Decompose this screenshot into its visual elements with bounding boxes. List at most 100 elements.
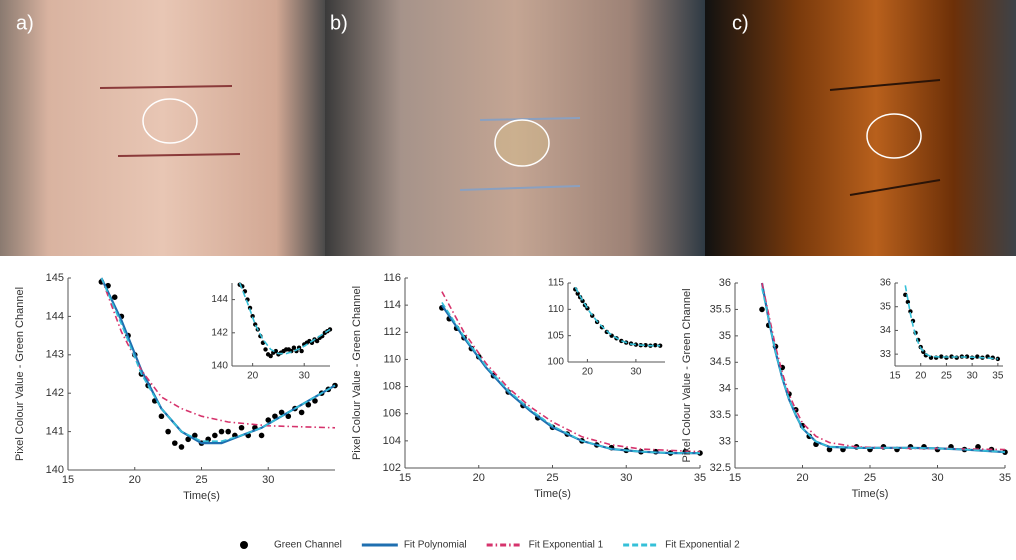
photo-c: [705, 0, 1016, 256]
legend-marker: [240, 541, 248, 549]
y-tick-label: 34: [719, 383, 731, 395]
fit-line: [574, 286, 661, 347]
y-tick-label: 115: [548, 278, 564, 289]
legend-label: Fit Exponential 2: [665, 540, 740, 551]
fit-line: [100, 277, 336, 429]
data-point: [273, 348, 279, 354]
fit-line: [100, 277, 336, 442]
y-tick-label: 140: [46, 464, 64, 476]
y-tick-label: 34.5: [710, 356, 731, 368]
fit-line: [238, 282, 331, 355]
y-tick-label: 100: [547, 357, 564, 368]
fit-line: [441, 291, 701, 453]
data-point: [185, 436, 191, 443]
data-point: [908, 309, 913, 314]
plot-area: [98, 277, 338, 450]
fit-line: [761, 282, 1006, 451]
data-point: [903, 292, 908, 298]
x-axis-label: Time(s): [534, 488, 571, 500]
y-tick-label: 142: [46, 387, 64, 399]
data-point: [298, 409, 305, 416]
y-tick-label: 104: [383, 435, 401, 447]
data-point: [250, 314, 255, 319]
panel-label: a): [16, 12, 34, 34]
data-point: [312, 398, 318, 404]
x-tick-label: 30: [262, 474, 274, 486]
data-point: [111, 294, 118, 301]
y-tick-label: 112: [383, 326, 401, 338]
y-tick-label: 144: [46, 310, 64, 322]
legend: Green Channel Fit Polynomial Fit Exponenti…: [240, 540, 740, 551]
y-tick-label: 108: [383, 380, 401, 392]
fit-line: [441, 301, 700, 454]
chart: 15 20 25 30 140 141 142 143 144 145 Time(s) Pixel C…: [14, 272, 338, 502]
y-axis-label: Pixel Colour Value - Green Channel: [681, 288, 693, 462]
inset-chart: 20 30 140 142 144: [204, 279, 333, 384]
y-tick-label: 33.5: [710, 409, 731, 421]
y-tick-label: 145: [46, 272, 64, 284]
x-tick-label: 20: [582, 367, 594, 378]
inset-bg: [540, 279, 667, 380]
y-tick-label: 32.5: [710, 462, 731, 474]
x-tick-label: 30: [630, 367, 642, 378]
panel-label: c): [732, 12, 749, 34]
legend-label: Fit Polynomial: [404, 540, 467, 551]
data-point: [218, 428, 225, 435]
y-axis-label: Pixel Colour Value - Green Channel: [351, 286, 363, 460]
data-point: [158, 413, 165, 420]
fit-line: [761, 288, 1006, 453]
y-tick-label: 102: [383, 462, 401, 474]
data-point: [1002, 449, 1008, 455]
x-tick-label: 25: [941, 371, 953, 382]
plot-area: [237, 282, 333, 359]
y-tick-label: 144: [211, 294, 228, 305]
y-tick-label: 35: [880, 301, 892, 312]
y-tick-label: 34: [880, 325, 892, 336]
legend-label: Fit Exponential 1: [529, 540, 604, 551]
data-point: [225, 428, 231, 435]
fit-line: [100, 277, 336, 445]
data-point: [939, 354, 944, 359]
y-tick-label: 36: [880, 278, 892, 289]
data-point: [975, 444, 981, 450]
y-tick-label: 105: [547, 330, 564, 341]
data-point: [272, 413, 278, 420]
data-point: [633, 342, 639, 347]
x-tick-label: 15: [399, 472, 411, 484]
plot-area: [759, 282, 1008, 455]
x-tick-label: 25: [546, 472, 558, 484]
data-point: [278, 409, 285, 416]
photo-b: [325, 0, 705, 256]
x-tick-label: 15: [729, 472, 741, 484]
x-tick-label: 15: [889, 371, 901, 382]
fit-line: [904, 285, 998, 360]
x-tick-label: 20: [796, 472, 808, 484]
y-tick-label: 35.5: [710, 303, 731, 315]
x-tick-label: 20: [473, 472, 485, 484]
data-point: [258, 432, 265, 439]
data-point: [285, 413, 292, 420]
data-point: [826, 446, 833, 453]
y-tick-label: 33: [880, 349, 892, 360]
x-tick-label: 15: [62, 474, 74, 486]
y-tick-label: 141: [46, 426, 64, 438]
data-point: [653, 342, 658, 348]
y-tick-label: 110: [383, 353, 401, 365]
x-tick-label: 30: [299, 371, 311, 382]
chart: 15 20 25 30 35 32.5 33 33.5 34 34.5 35 35.5 36 Time(s…: [681, 277, 1011, 500]
photo-a: [0, 0, 325, 256]
data-point: [172, 440, 178, 446]
y-tick-label: 142: [211, 327, 228, 338]
data-point: [575, 291, 580, 296]
legend-label: Green Channel: [274, 540, 342, 551]
x-tick-label: 30: [620, 472, 632, 484]
y-tick-label: 110: [548, 304, 564, 315]
data-point: [268, 353, 273, 359]
data-point: [192, 432, 198, 439]
y-axis-label: Pixel Colour Value - Green Channel: [14, 287, 26, 461]
data-point: [238, 424, 245, 431]
panel-label: b): [330, 12, 348, 34]
x-tick-label: 30: [931, 472, 943, 484]
x-tick-label: 35: [999, 472, 1011, 484]
